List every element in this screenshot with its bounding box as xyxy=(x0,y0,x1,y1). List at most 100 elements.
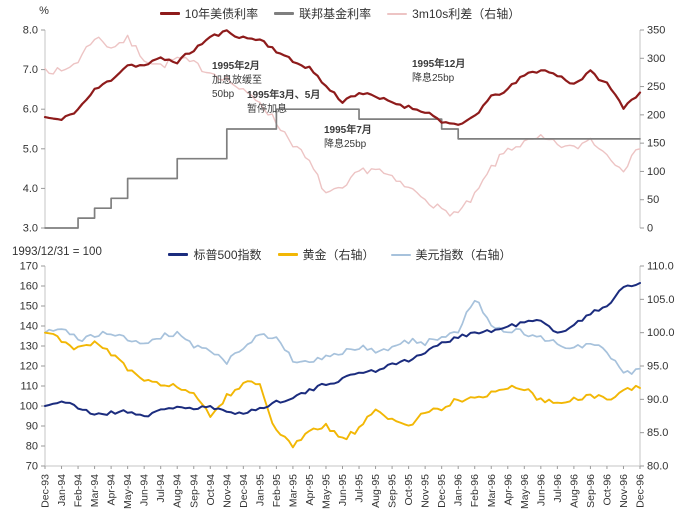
x-axis-tick-label: Apr-96 xyxy=(502,474,514,506)
right-axis-tick-label: 200 xyxy=(647,109,665,121)
legend-item-fedfunds: 联邦基金利率 xyxy=(274,5,371,22)
x-axis-tick-label: Jun-95 xyxy=(337,474,349,506)
right-axis-tick-label: 110.0 xyxy=(647,261,674,273)
left-axis-tick-label: 170 xyxy=(20,261,38,273)
right-axis-tick-label: 50 xyxy=(647,194,659,206)
right-axis-tick-label: 350 xyxy=(647,25,665,37)
left-axis-tick-label: 8.0 xyxy=(23,25,38,37)
x-axis-tick-label: May-95 xyxy=(320,474,332,509)
x-axis-tick-label: Sep-96 xyxy=(585,474,597,508)
annotation-date: 1995年7月 xyxy=(324,125,372,136)
right-axis-tick-label: 150 xyxy=(647,138,665,150)
x-axis-tick-label: Nov-96 xyxy=(618,474,630,508)
annotation-mar-may95-pause: 1995年3月、5月 暂停加息 xyxy=(247,89,320,117)
annotation-date: 1995年2月 xyxy=(212,61,260,72)
left-axis-tick-label: 130 xyxy=(20,341,38,353)
legend-label-spread: 3m10s利差（右轴） xyxy=(412,7,521,21)
x-axis-tick-label: May-94 xyxy=(122,474,134,509)
series-line-美元指数（右轴） xyxy=(44,299,641,375)
x-axis-tick-label: Aug-95 xyxy=(370,474,382,508)
legend-item-spx: 标普500指数 xyxy=(168,246,262,263)
annotation-date: 1995年12月 xyxy=(412,59,466,70)
x-axis-tick-label: Jul-94 xyxy=(155,474,167,503)
x-axis-tick-label: Oct-96 xyxy=(601,474,613,506)
left-axis-tick-label: 5.0 xyxy=(23,143,38,155)
left-axis-tick-label: 110 xyxy=(20,381,38,393)
x-axis-tick-label: Apr-94 xyxy=(106,474,118,506)
x-axis-tick-label: Mar-95 xyxy=(287,474,299,507)
legend-label-dxy: 美元指数（右轴） xyxy=(415,248,512,262)
x-axis-tick-label: Nov-94 xyxy=(221,474,233,508)
right-axis-tick-label: 85.0 xyxy=(647,427,668,439)
x-axis-tick-label: Mar-96 xyxy=(486,474,498,507)
left-axis-tick-label: 160 xyxy=(20,281,38,293)
x-axis-tick-label: Sep-94 xyxy=(188,474,200,508)
legend-label-ust10y: 10年美债利率 xyxy=(184,7,259,21)
right-axis-tick-label: 80.0 xyxy=(647,461,668,473)
right-axis-tick-label: 100 xyxy=(647,166,665,178)
annotation-text: 加息放缓至 xyxy=(212,75,262,86)
x-axis-tick-label: Dec-95 xyxy=(436,474,448,508)
x-axis-tick-label: Nov-95 xyxy=(420,474,432,508)
legend-item-dxy: 美元指数（右轴） xyxy=(390,246,512,263)
series-line-10年美债利率 xyxy=(43,29,642,126)
x-axis-tick-label: Jun-94 xyxy=(139,474,151,506)
annotation-text: 降息25bp xyxy=(412,73,455,84)
left-axis-tick-label: 90 xyxy=(26,421,38,433)
x-axis-tick-label: Feb-94 xyxy=(73,474,85,507)
x-axis-tick-label: Dec-93 xyxy=(40,474,52,508)
bottom-legend: 标普500指数 黄金（右轴） 美元指数（右轴） xyxy=(0,246,680,263)
annotation-text: 50bp xyxy=(212,89,235,100)
left-axis-tick-label: 120 xyxy=(20,361,38,373)
legend-label-spx: 标普500指数 xyxy=(193,248,262,262)
annotation-feb95-slowdown: 1995年2月 加息放缓至 50bp xyxy=(212,60,262,102)
annotation-date: 1995年3月、5月 xyxy=(247,90,321,101)
legend-label-gold: 黄金（右轴） xyxy=(302,248,375,262)
series-line-黄金（右轴） xyxy=(44,331,641,449)
annotation-text: 暂停加息 xyxy=(247,104,287,115)
x-axis-tick-label: Oct-95 xyxy=(403,474,415,506)
left-axis-tick-label: 3.0 xyxy=(23,223,38,235)
ust10y-line-swatch xyxy=(159,12,180,15)
annotation-text: 降息25bp xyxy=(324,139,367,150)
gold-line-swatch xyxy=(277,253,298,256)
right-axis-tick-label: 100.0 xyxy=(647,327,675,339)
x-axis-tick-label: Oct-94 xyxy=(205,474,217,506)
legend-item-ust10y: 10年美债利率 xyxy=(159,5,259,22)
top-legend: 10年美债利率 联邦基金利率 3m10s利差（右轴） xyxy=(0,5,680,22)
legend-label-fedfunds: 联邦基金利率 xyxy=(299,7,372,21)
top-axis-unit-label: % xyxy=(39,5,49,17)
x-axis-tick-label: Sep-95 xyxy=(387,474,399,508)
dxy-line-swatch xyxy=(390,253,411,256)
spread-line-swatch xyxy=(387,12,408,15)
series-line-3m10s利差（右轴） xyxy=(44,34,641,217)
left-axis-tick-label: 4.0 xyxy=(23,183,38,195)
right-axis-tick-label: 95.0 xyxy=(647,361,668,373)
x-axis-tick-label: Jun-96 xyxy=(535,474,547,506)
x-axis-tick-label: Aug-96 xyxy=(568,474,580,508)
series-line-标普500指数 xyxy=(44,282,641,418)
right-axis-tick-label: 0 xyxy=(647,223,653,235)
left-axis-tick-label: 80 xyxy=(26,441,38,453)
x-axis-tick-label: Dec-96 xyxy=(635,474,647,508)
x-axis-tick-label: Aug-94 xyxy=(172,474,184,508)
x-axis-tick-label: Apr-95 xyxy=(304,474,316,506)
left-axis-tick-label: 100 xyxy=(20,401,38,413)
x-axis-tick-label: Dec-94 xyxy=(238,474,250,508)
annotation-jul95-cut: 1995年7月 降息25bp xyxy=(324,124,372,152)
x-axis-tick-label: Jan-96 xyxy=(453,474,465,506)
left-axis-tick-label: 6.0 xyxy=(23,104,38,116)
x-axis-tick-label: Feb-96 xyxy=(469,474,481,507)
index-base-note: 1993/12/31 = 100 xyxy=(12,246,102,258)
legend-item-spread: 3m10s利差（右轴） xyxy=(387,5,520,22)
annotation-dec95-cut: 1995年12月 降息25bp xyxy=(412,58,465,86)
x-axis-tick-label: Jan-94 xyxy=(56,474,68,506)
series-line-联邦基金利率 xyxy=(44,108,641,229)
x-axis-tick-label: Jan-95 xyxy=(254,474,266,506)
legend-item-gold: 黄金（右轴） xyxy=(277,246,375,263)
spx-line-swatch xyxy=(168,253,189,256)
x-axis-tick-label: Jul-95 xyxy=(354,474,366,503)
right-axis-tick-label: 300 xyxy=(647,53,665,65)
